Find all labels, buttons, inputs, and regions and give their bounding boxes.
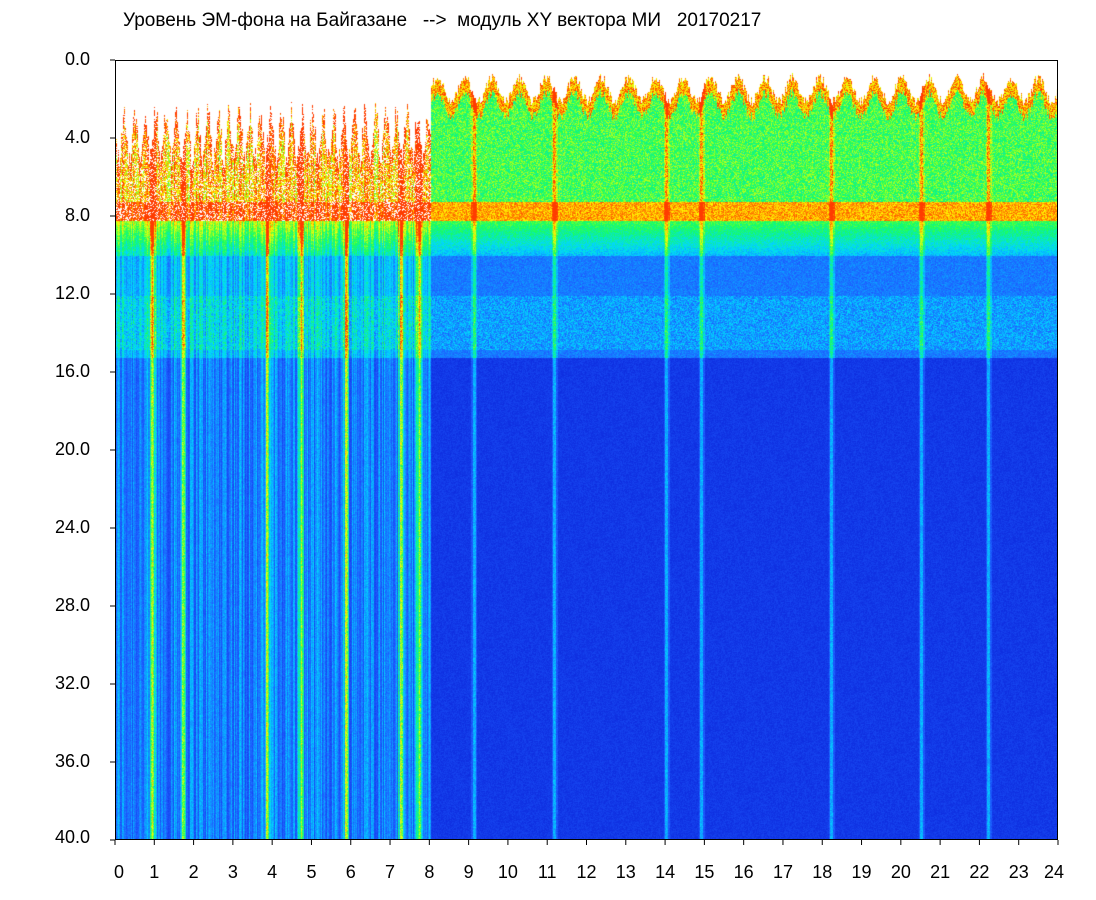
x-tick-label: 9 [464,862,474,882]
y-tick-label: 12.0 [55,283,90,303]
x-tick-label: 10 [498,862,518,882]
x-tick-label: 18 [812,862,832,882]
y-tick-label: 0.0 [65,49,90,69]
x-tick-label: 3 [228,862,238,882]
y-tick-label: 4.0 [65,127,90,147]
y-tick-label: 28.0 [55,595,90,615]
x-tick-label: 21 [930,862,950,882]
x-tick-label: 2 [189,862,199,882]
x-tick-label: 13 [616,862,636,882]
chart-title: Уровень ЭМ-фона на Байгазане --> модуль … [123,10,762,31]
spectrogram-heatmap [116,61,1057,839]
x-tick-label: 14 [655,862,675,882]
y-tick-label: 40.0 [55,827,90,847]
x-tick-label: 20 [891,862,911,882]
x-tick-label: 19 [852,862,872,882]
x-tick-label: 15 [694,862,714,882]
y-tick-label: 20.0 [55,439,90,459]
y-tick-label: 32.0 [55,673,90,693]
x-tick-label: 4 [267,862,277,882]
x-tick-label: 8 [424,862,434,882]
x-tick-label: 6 [346,862,356,882]
x-tick-label: 16 [734,862,754,882]
y-tick-label: 24.0 [55,517,90,537]
y-tick-label: 36.0 [55,751,90,771]
y-tick-label: 16.0 [55,361,90,381]
x-tick-label: 22 [969,862,989,882]
x-tick-label: 0 [114,862,124,882]
x-tick-label: 12 [576,862,596,882]
x-tick-label: 23 [1009,862,1029,882]
x-tick-label: 5 [306,862,316,882]
x-tick-label: 1 [149,862,159,882]
x-tick-label: 11 [538,862,557,882]
plot-area [115,60,1058,840]
x-tick-label: 17 [773,862,793,882]
x-tick-label: 24 [1044,862,1064,882]
x-tick-label: 7 [385,862,395,882]
y-tick-label: 8.0 [65,205,90,225]
